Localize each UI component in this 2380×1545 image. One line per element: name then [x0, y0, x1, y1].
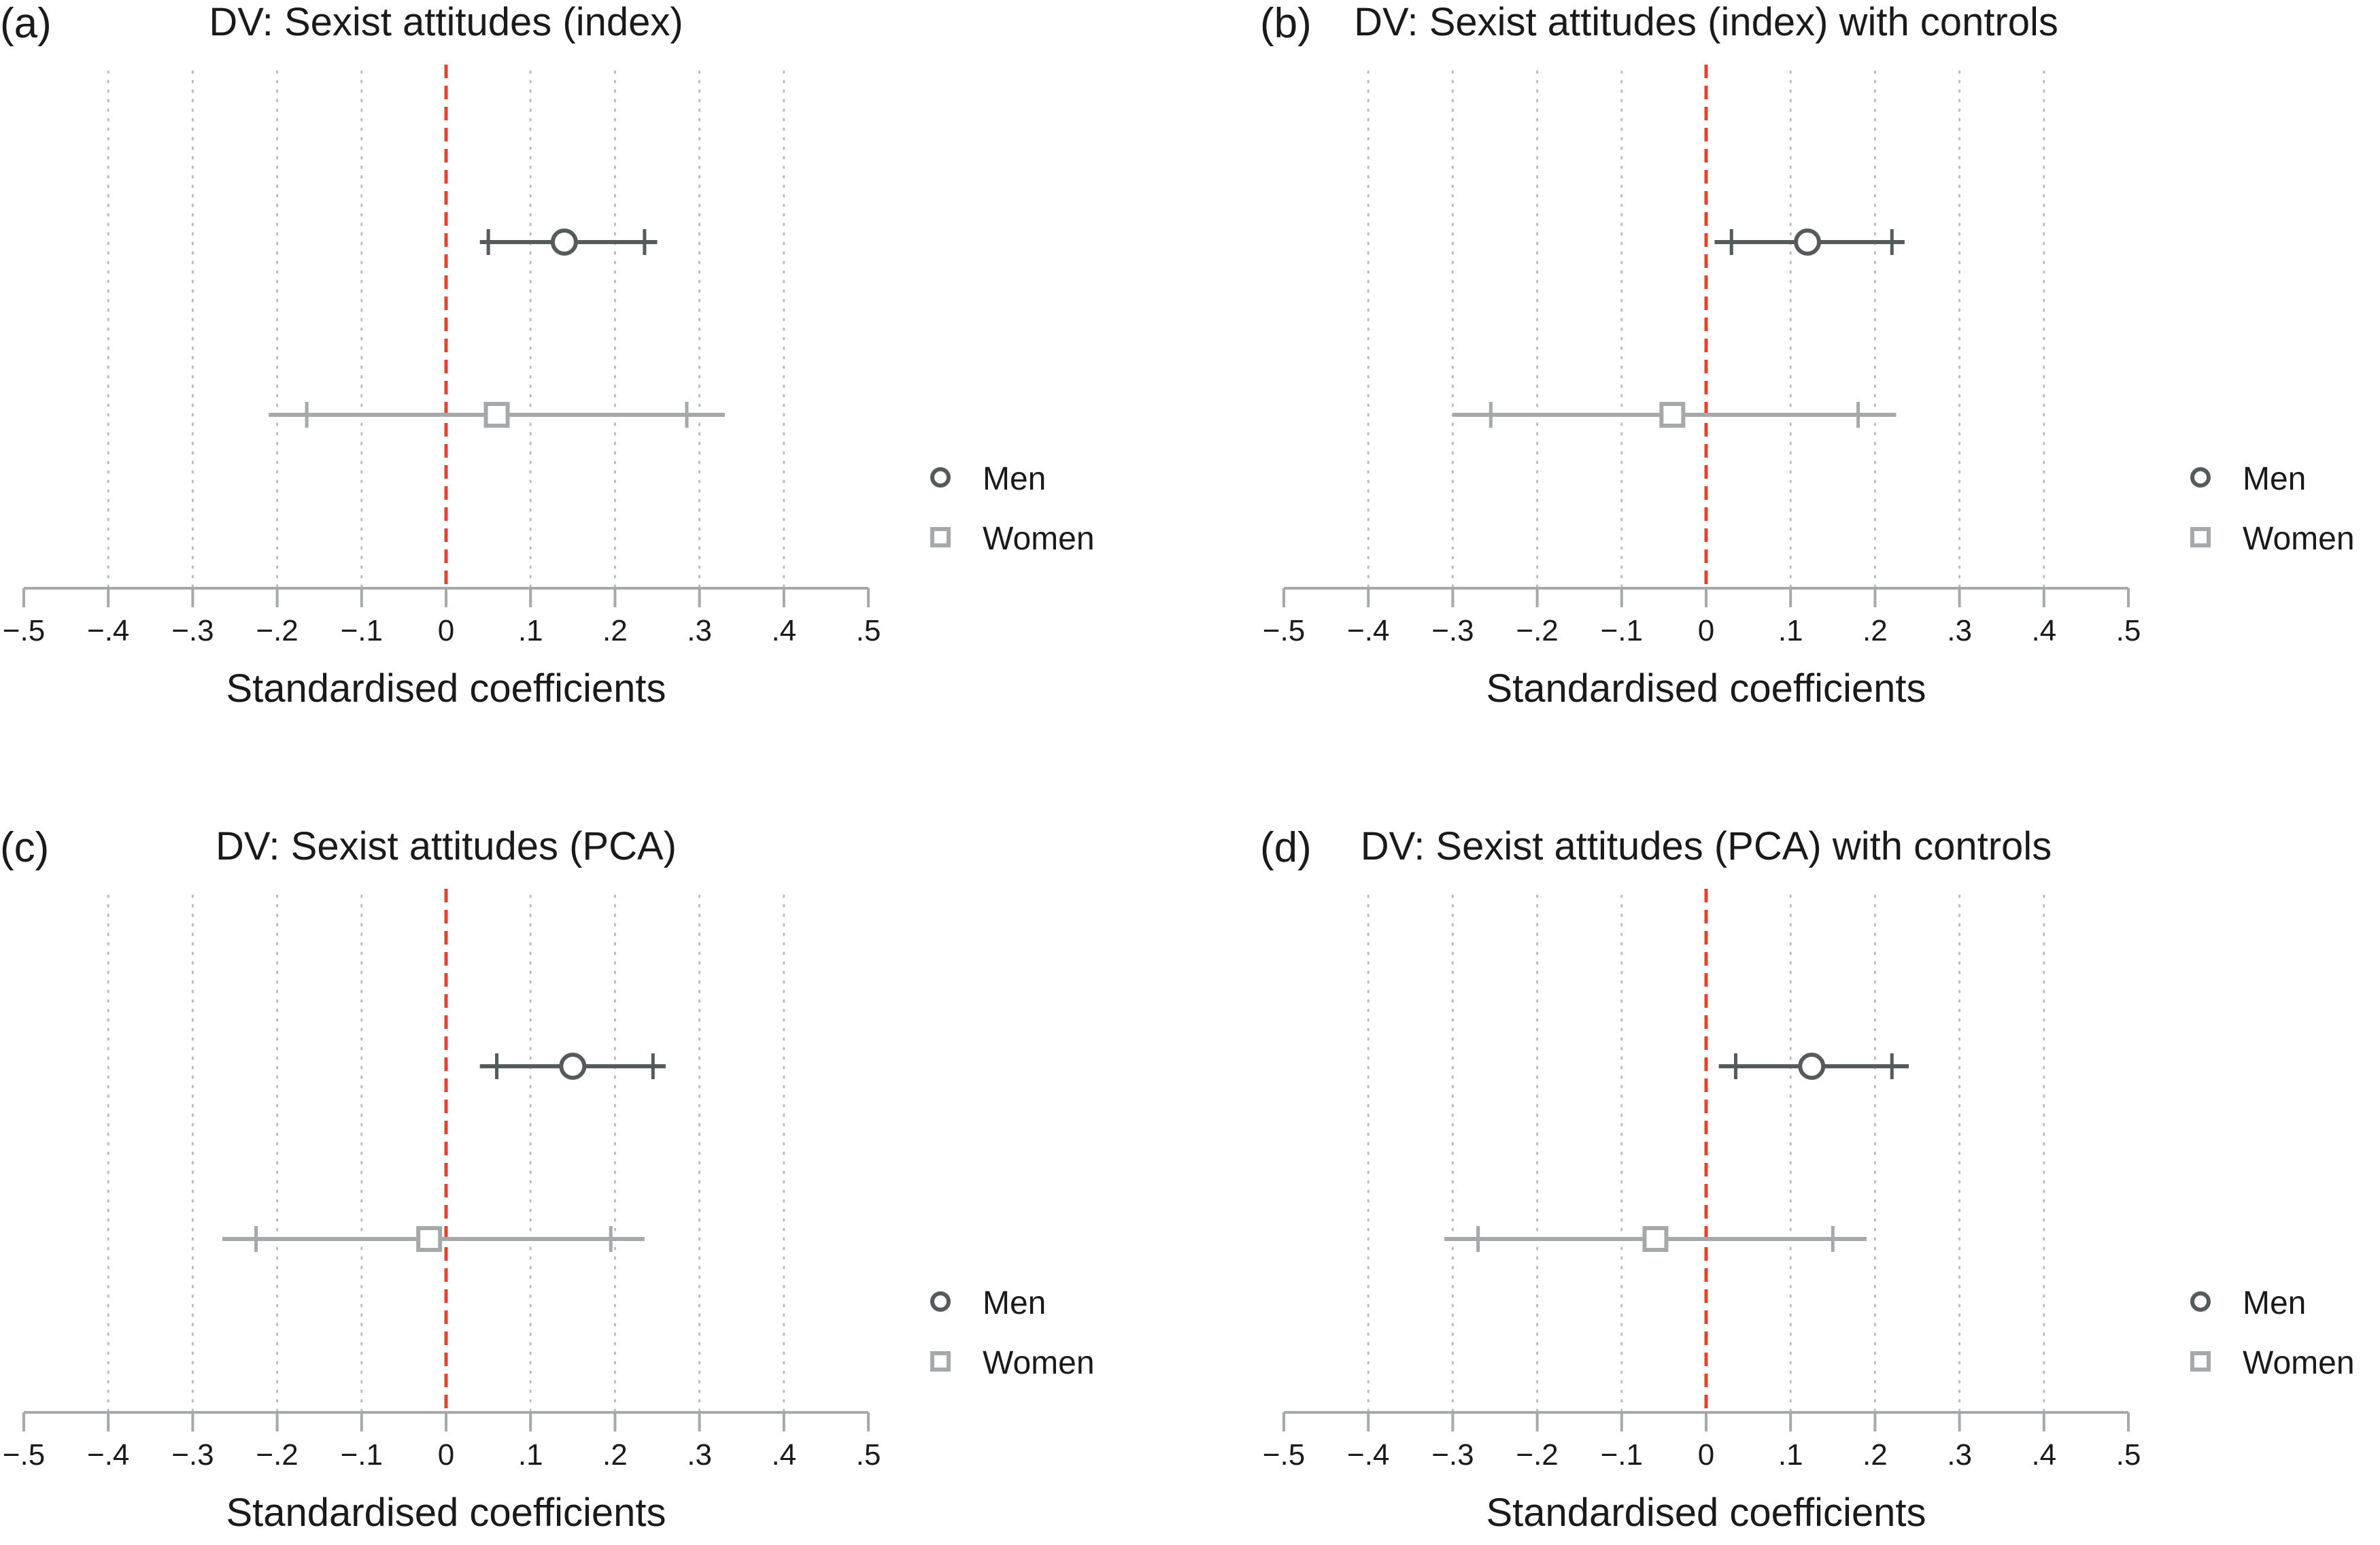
x-tick-label: −.4 — [1347, 1438, 1389, 1472]
legend-label-women: Women — [983, 1345, 1095, 1381]
x-tick-label: .5 — [856, 1438, 881, 1472]
x-tick-label: −.2 — [1516, 614, 1558, 647]
x-tick-label: −.3 — [1431, 614, 1474, 647]
legend-label-men: Men — [983, 1285, 1046, 1321]
x-tick-label: −.5 — [3, 614, 45, 647]
x-tick-label: −.3 — [171, 1438, 214, 1472]
x-tick-label: −.5 — [3, 1438, 45, 1472]
panel-a: (a) DV: Sexist attitudes (index) −.5 −.4 −.3… — [0, 0, 1095, 711]
chart-title: DV: Sexist attitudes (PCA) with controls — [1361, 824, 2052, 868]
x-tick-label: .2 — [602, 614, 628, 647]
legend-marker-women — [930, 527, 951, 547]
panel-d: (d) DV: Sexist attitudes (PCA) with contr… — [1260, 824, 2355, 1535]
chart-title: DV: Sexist attitudes (PCA) — [216, 824, 677, 868]
legend-marker-women — [2190, 527, 2211, 547]
estimate-point-women — [483, 402, 510, 428]
estimate-point-men — [559, 1053, 587, 1080]
x-tick-label: .1 — [518, 614, 543, 647]
x-tick-label: −.1 — [341, 1438, 383, 1472]
x-tick-label: .1 — [518, 1438, 543, 1472]
x-tick-label: 0 — [1698, 614, 1714, 647]
estimate-point-women — [416, 1226, 443, 1252]
legend-label-women: Women — [2243, 521, 2355, 557]
x-tick-label: .2 — [602, 1438, 628, 1472]
x-tick-label: −.5 — [1263, 1438, 1305, 1472]
chart-title: DV: Sexist attitudes (index) — [209, 0, 683, 44]
x-tick-label: .2 — [1863, 1438, 1888, 1472]
legend-marker-men — [930, 467, 951, 488]
legend-label-men: Men — [2243, 1285, 2306, 1321]
panel-c: (c) DV: Sexist attitudes (PCA) −.5 −.4 −.3 −.… — [0, 824, 1095, 1535]
panel-label: (a) — [0, 0, 52, 47]
legend-marker-men — [930, 1291, 951, 1312]
x-tick-label: .5 — [2116, 614, 2141, 647]
x-tick-label: −.2 — [256, 1438, 298, 1472]
x-tick-label: .4 — [2031, 1438, 2056, 1472]
x-tick-label: .4 — [771, 614, 796, 647]
x-axis-label: Standardised coefficients — [226, 666, 666, 711]
x-tick-label: .3 — [687, 614, 712, 647]
x-tick-label: .3 — [1947, 614, 1972, 647]
x-tick-label: .4 — [771, 1438, 796, 1472]
estimate-point-men — [1798, 1053, 1826, 1080]
legend-label-women: Women — [2243, 1345, 2355, 1381]
chart-title: DV: Sexist attitudes (index) with contro… — [1354, 0, 2058, 44]
panel-b: (b) DV: Sexist attitudes (index) with con… — [1260, 0, 2355, 711]
x-tick-label: .5 — [2116, 1438, 2141, 1472]
panel-label: (d) — [1260, 824, 1312, 871]
x-tick-label: 0 — [438, 1438, 454, 1472]
x-tick-label: −.2 — [1516, 1438, 1558, 1472]
estimate-point-women — [1642, 1226, 1669, 1252]
x-tick-label: .3 — [1947, 1438, 1972, 1472]
legend-marker-men — [2190, 467, 2211, 488]
legend-marker-women — [2190, 1351, 2211, 1372]
x-axis-label: Standardised coefficients — [1486, 666, 1926, 711]
x-tick-label: −.1 — [1601, 1438, 1643, 1472]
x-tick-label: .2 — [1863, 614, 1888, 647]
x-axis-label: Standardised coefficients — [1486, 1491, 1926, 1535]
legend-label-men: Men — [2243, 461, 2306, 497]
x-tick-label: −.2 — [256, 614, 298, 647]
legend-label-women: Women — [983, 521, 1095, 557]
x-tick-label: .3 — [687, 1438, 712, 1472]
x-tick-label: −.1 — [341, 614, 383, 647]
x-tick-label: 0 — [1698, 1438, 1714, 1472]
legend-marker-men — [2190, 1291, 2211, 1312]
panel-label: (c) — [0, 824, 49, 871]
legend-label-men: Men — [983, 461, 1046, 497]
x-tick-label: −.1 — [1601, 614, 1643, 647]
x-tick-label: −.5 — [1263, 614, 1305, 647]
panel-label: (b) — [1260, 0, 1312, 47]
x-axis-label: Standardised coefficients — [226, 1491, 666, 1535]
x-tick-label: −.3 — [1431, 1438, 1474, 1472]
estimate-point-men — [550, 228, 578, 256]
x-tick-label: .5 — [856, 614, 881, 647]
legend-marker-women — [930, 1351, 951, 1372]
x-tick-label: −.4 — [1347, 614, 1389, 647]
x-tick-label: −.3 — [171, 614, 214, 647]
x-tick-label: −.4 — [87, 1438, 129, 1472]
x-tick-label: 0 — [438, 614, 454, 647]
x-tick-label: .1 — [1778, 614, 1803, 647]
x-tick-label: .1 — [1778, 1438, 1803, 1472]
x-tick-label: .4 — [2031, 614, 2056, 647]
estimate-point-men — [1794, 228, 1822, 256]
x-tick-label: −.4 — [87, 614, 129, 647]
estimate-point-women — [1659, 402, 1686, 428]
